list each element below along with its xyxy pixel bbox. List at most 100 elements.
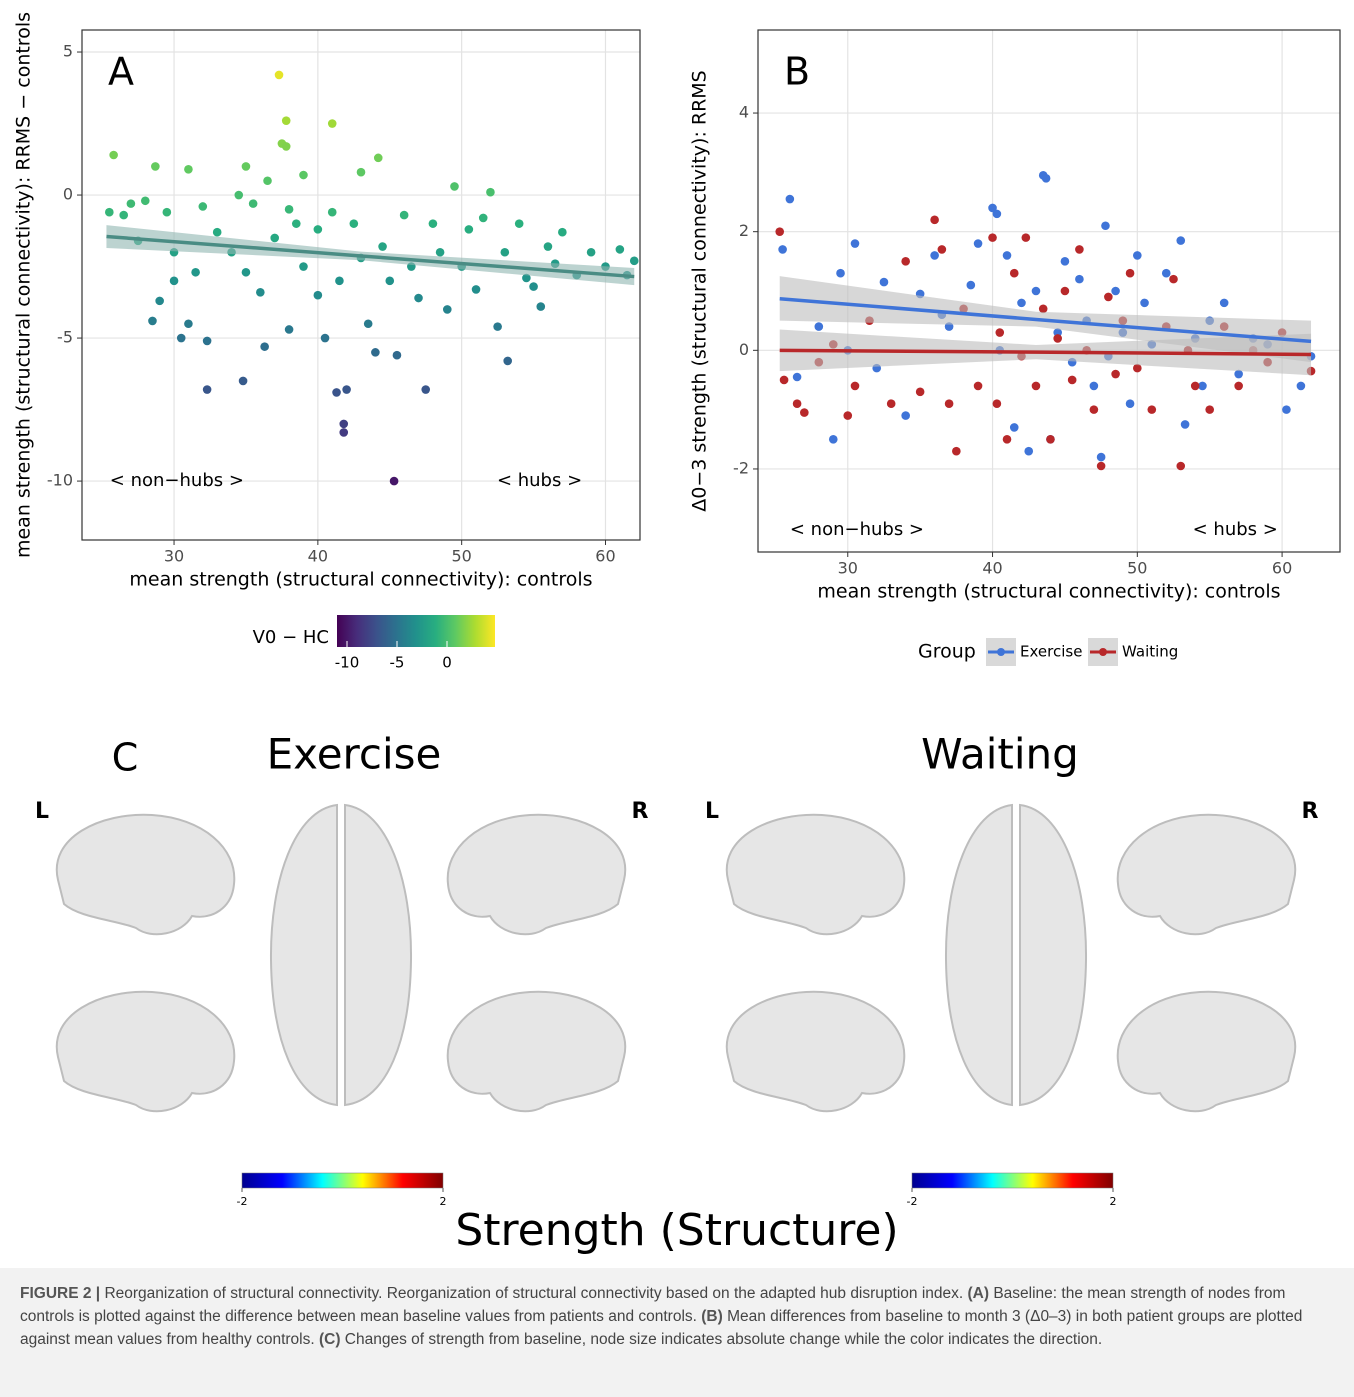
plot-border: [81, 29, 641, 541]
point: [399, 210, 409, 220]
point: [260, 342, 269, 351]
brain-top: [269, 804, 413, 1106]
point: [299, 262, 308, 271]
point: [558, 227, 567, 237]
point: [973, 381, 983, 391]
y-axis-title: Δ0−3 strength (structural connectivity):…: [689, 70, 711, 511]
brain-right-lateral: [446, 813, 627, 936]
point: [901, 257, 910, 266]
point: [792, 372, 802, 382]
point: [1133, 251, 1142, 260]
point: [450, 182, 459, 191]
colorbar-tick-label: -10: [335, 654, 360, 672]
point: [335, 276, 344, 286]
point: [1234, 381, 1243, 391]
point: [442, 305, 452, 314]
point: [1075, 245, 1084, 254]
point: [775, 227, 785, 236]
fit-line: [779, 348, 1312, 357]
point: [879, 277, 889, 287]
caption-bold: (B): [701, 1308, 723, 1325]
point: [148, 316, 157, 326]
brain-right-lateral: [1116, 813, 1297, 936]
point: [937, 245, 947, 254]
point: [800, 408, 809, 417]
point: [378, 242, 387, 251]
point: [274, 70, 284, 80]
point: [886, 399, 896, 409]
point: [966, 280, 976, 290]
fit-line: [779, 296, 1312, 344]
colorbar-tick-label: -2: [237, 1195, 248, 1208]
brain-right-medial: [446, 990, 627, 1113]
point: [1041, 173, 1051, 183]
point: [503, 356, 512, 366]
point: [356, 167, 366, 177]
point: [339, 419, 349, 429]
group-title: Exercise: [267, 730, 442, 779]
point: [500, 247, 510, 257]
point: [327, 119, 337, 128]
point: [514, 219, 524, 228]
point: [464, 225, 474, 234]
point: [529, 282, 538, 291]
point: [1046, 434, 1055, 444]
group-title: Waiting: [921, 730, 1079, 779]
panel-label: A: [108, 50, 134, 94]
point: [1176, 236, 1186, 245]
point: [915, 387, 925, 397]
brain-renders: [55, 804, 1297, 1113]
point: [1133, 363, 1142, 373]
y-axis-title: mean strength (structural connectivity):…: [13, 12, 35, 558]
point: [373, 153, 383, 163]
point: [988, 233, 997, 242]
point: [1002, 434, 1012, 444]
caption-text: Reorganization of structural connectivit…: [100, 1285, 968, 1302]
legend-dot: [1099, 648, 1107, 656]
point: [284, 325, 294, 334]
colorbar-tick-label: 2: [1110, 1195, 1117, 1208]
point: [522, 273, 531, 283]
plot-background: [82, 30, 640, 540]
point: [1219, 298, 1229, 308]
caption: FIGURE 2 | Reorganization of structural …: [0, 1268, 1354, 1397]
point: [1140, 298, 1149, 308]
annotation: < non−hubs >: [790, 519, 924, 540]
point: [992, 209, 1002, 219]
point: [1031, 286, 1041, 296]
colorbar-tick-label: -5: [390, 654, 405, 672]
caption-bold: FIGURE 2 |: [20, 1285, 101, 1302]
point: [478, 213, 488, 223]
point: [1205, 405, 1215, 414]
point: [1060, 286, 1070, 296]
panel-title: Strength (Structure): [455, 1205, 898, 1256]
point: [1101, 221, 1110, 231]
point: [471, 285, 481, 294]
point: [1002, 251, 1012, 260]
legend-title: Group: [918, 641, 976, 663]
point: [1104, 292, 1113, 302]
point: [778, 245, 787, 254]
point: [1089, 381, 1099, 391]
point: [1017, 298, 1026, 308]
point: [191, 267, 200, 277]
y-tick-label: 2: [739, 221, 749, 240]
point: [536, 302, 546, 311]
caption-bold: (C): [318, 1331, 341, 1348]
point: [371, 348, 380, 357]
legend-dot: [997, 648, 1005, 656]
point: [392, 350, 402, 360]
point: [339, 428, 349, 437]
y-tick-label: 0: [63, 185, 73, 204]
colorbar: [241, 1172, 444, 1189]
point: [281, 116, 291, 125]
point: [435, 247, 445, 257]
point: [270, 233, 280, 243]
y-tick-label: -10: [47, 471, 73, 490]
x-tick-label: 60: [595, 547, 615, 566]
y-tick-label: -5: [57, 328, 73, 347]
brain-left-lateral: [55, 813, 236, 936]
brain-left-lateral: [725, 813, 906, 936]
brain-left-medial: [725, 990, 906, 1113]
